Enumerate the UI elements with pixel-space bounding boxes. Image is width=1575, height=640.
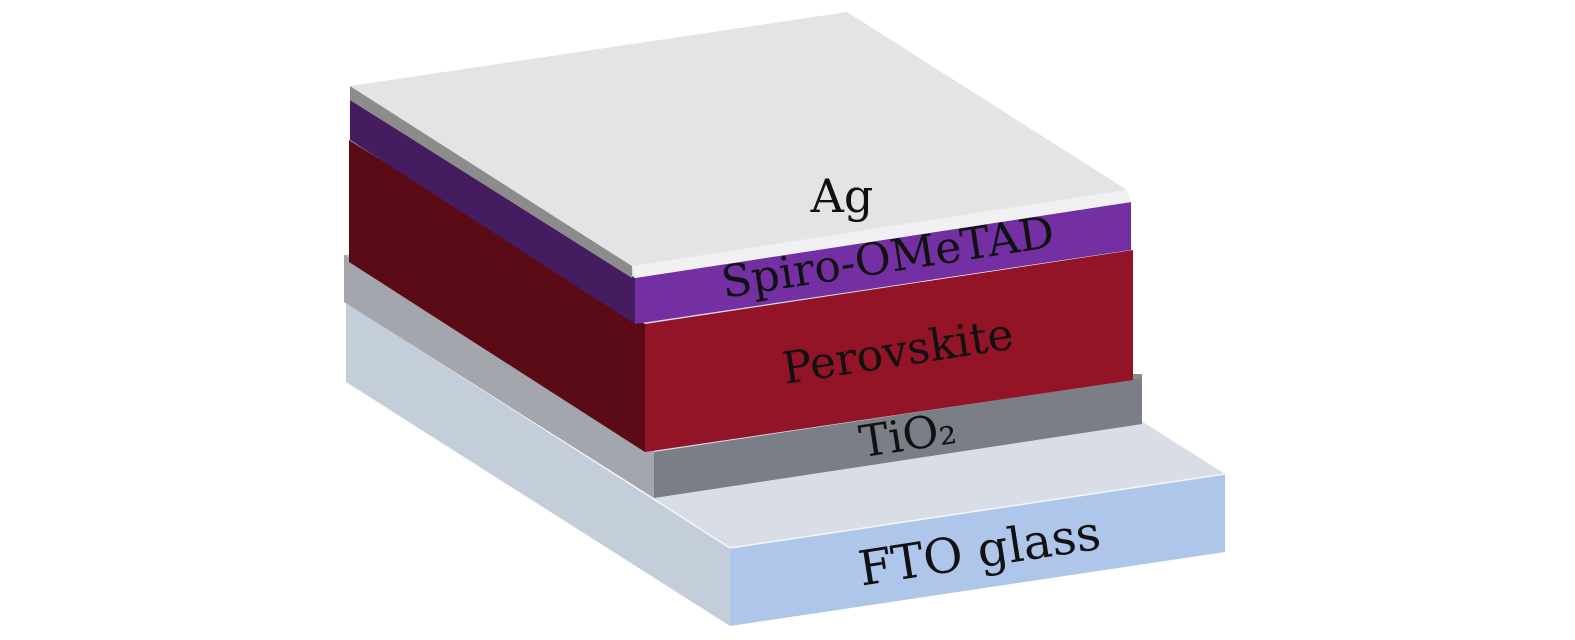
tio2-side-face	[344, 255, 654, 498]
spiro-front-face	[635, 202, 1131, 324]
ag-front-edge	[632, 190, 1131, 278]
perovskite-side-face	[349, 140, 645, 452]
tio2-front-face	[654, 378, 1142, 498]
spiro-layer	[350, 100, 1131, 324]
ag-side-edge	[350, 86, 632, 278]
tio2-layer	[344, 255, 1142, 498]
perovskite-layer	[349, 140, 1133, 452]
ag-layer	[350, 12, 1131, 278]
spiro-side-face	[350, 100, 635, 324]
perovskite-front-face	[645, 250, 1133, 452]
ag-top-face	[350, 12, 1127, 266]
fto-glass-side-face	[346, 302, 730, 626]
fto-glass-front-face	[730, 474, 1225, 626]
label-ag: Ag	[810, 169, 874, 223]
